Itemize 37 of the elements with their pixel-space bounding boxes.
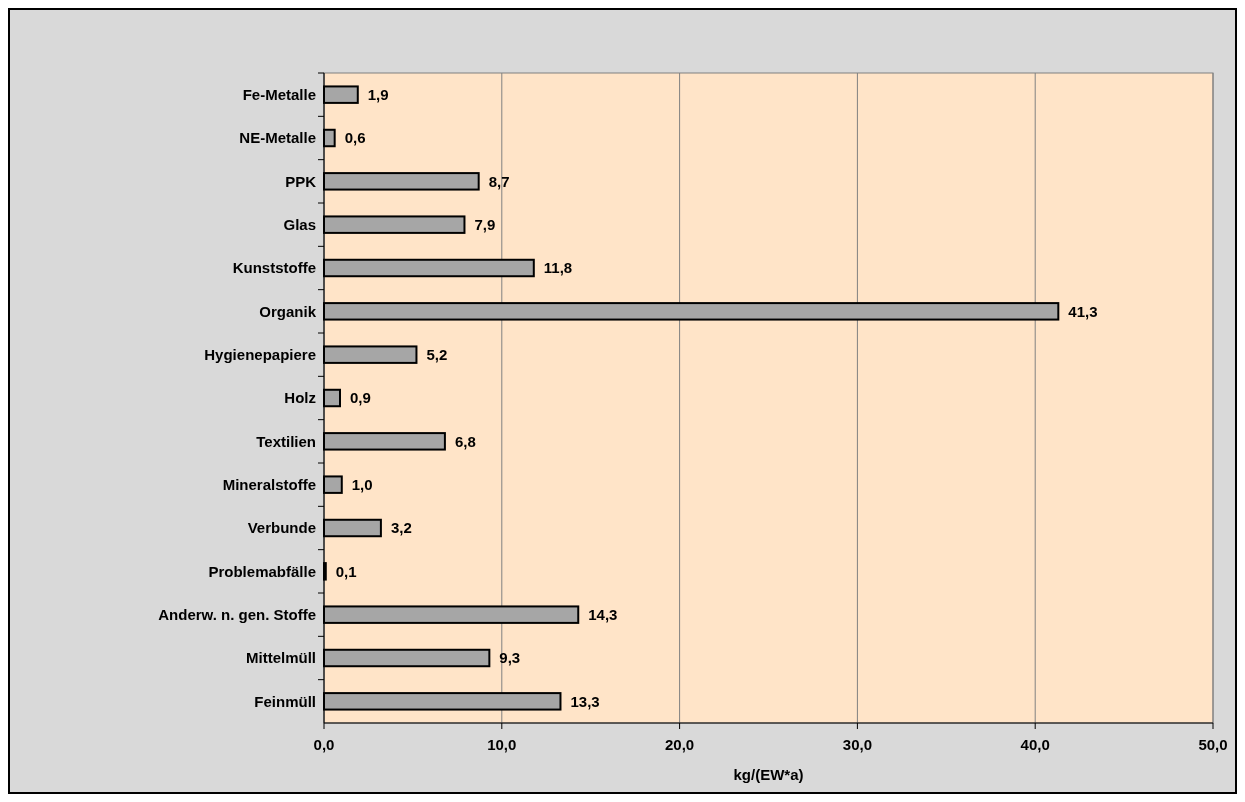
data-label: 0,6 (344, 129, 366, 147)
y-tick-label: Kunststoffe (232, 259, 316, 277)
data-label: 6,8 (454, 432, 476, 450)
data-label: 5,2 (426, 345, 448, 363)
y-tick-label: Holz (284, 389, 316, 407)
y-tick-label: Verbunde (247, 519, 316, 537)
data-label: 0,1 (335, 562, 357, 580)
y-tick-label: Problemabfälle (208, 562, 316, 580)
x-tick-label: 0,0 (313, 736, 335, 753)
x-tick-label: 30,0 (842, 736, 872, 753)
x-axis-title: kg/(EW*a) (733, 766, 804, 783)
data-label: 1,9 (367, 85, 389, 103)
data-label: 41,3 (1068, 302, 1098, 320)
y-tick-label: Anderw. n. gen. Stoffe (158, 605, 316, 623)
data-label: 7,9 (474, 215, 496, 233)
x-tick-label: 20,0 (665, 736, 695, 753)
data-label: 3,2 (390, 519, 412, 537)
data-label: 14,3 (588, 605, 618, 623)
y-tick-label: Feinmüll (254, 692, 316, 710)
data-label: 9,3 (499, 649, 521, 667)
y-tick-label: Mineralstoffe (222, 475, 316, 493)
y-tick-label: Fe-Metalle (242, 85, 316, 103)
x-tick-label: 50,0 (1198, 736, 1228, 753)
x-tick-label: 10,0 (487, 736, 517, 753)
x-tick-label: 40,0 (1020, 736, 1050, 753)
y-tick-label: Mittelmüll (246, 649, 316, 667)
y-tick-label: PPK (285, 172, 317, 190)
data-label: 1,0 (351, 475, 373, 493)
data-label: 8,7 (488, 172, 510, 190)
data-label: 0,9 (350, 389, 371, 407)
data-label: 13,3 (570, 692, 600, 710)
y-tick-label: Organik (259, 302, 317, 320)
data-label: 11,8 (543, 259, 573, 277)
y-tick-label: Hygienepapiere (204, 345, 316, 363)
y-tick-label: Textilien (256, 432, 316, 450)
y-tick-label: Glas (283, 215, 316, 233)
y-tick-label: NE-Metalle (239, 129, 316, 147)
